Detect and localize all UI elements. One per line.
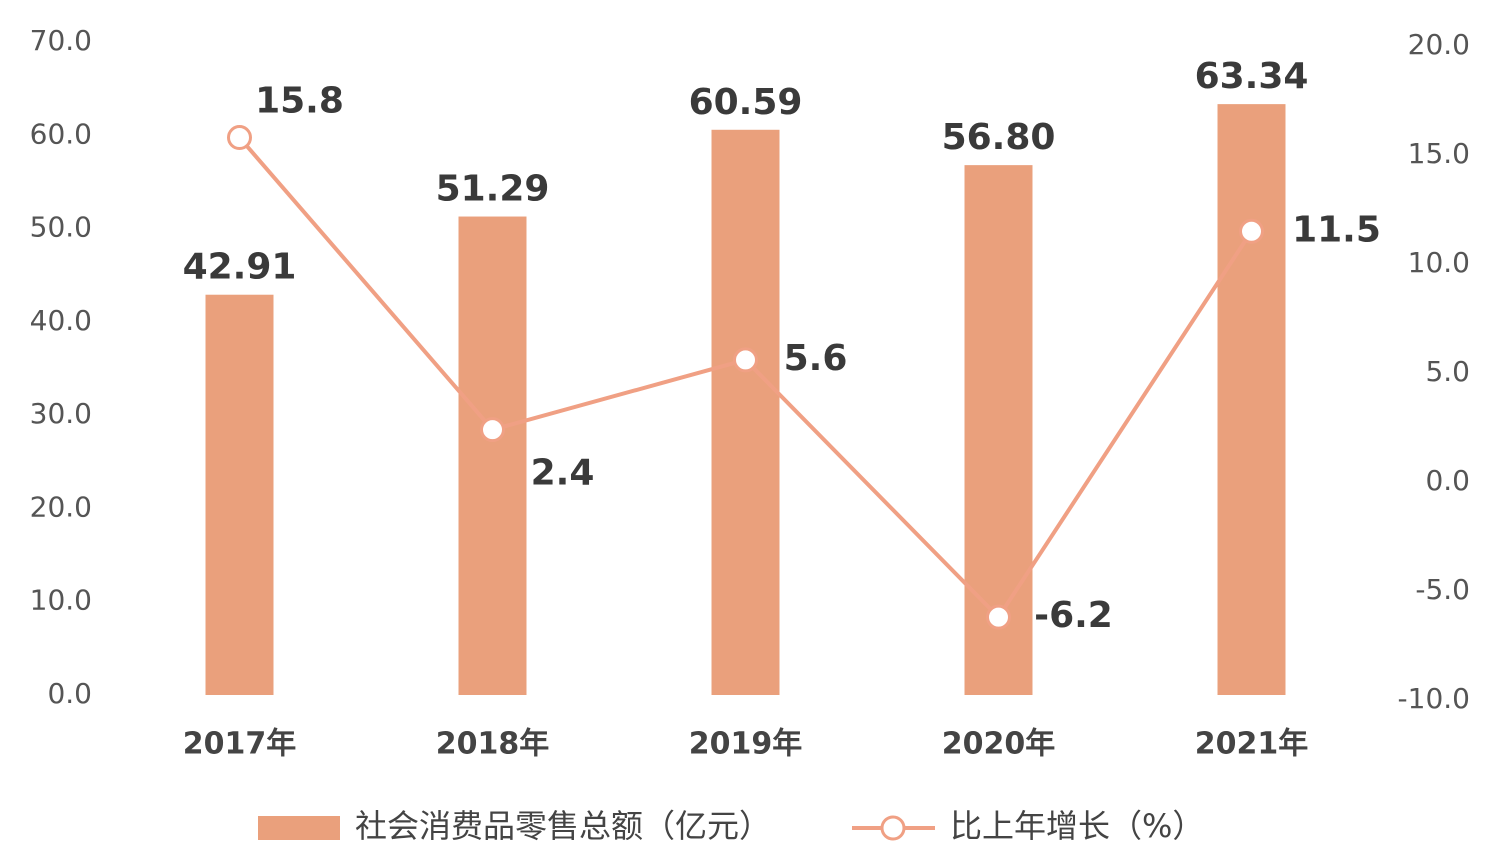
value-label: 5.6 <box>784 338 848 379</box>
value-label: 56.80 <box>942 117 1056 158</box>
line-point <box>733 347 758 373</box>
y-tick-label: 70.0 <box>30 24 92 57</box>
x-tick-label: 2018年 <box>436 727 550 762</box>
value-label: 11.5 <box>1292 209 1381 250</box>
x-tick-label: 2019年 <box>689 727 803 762</box>
y2-tick-label: 15.0 <box>1408 137 1470 170</box>
line-point <box>227 125 252 151</box>
y-tick-label: 60.0 <box>30 117 92 150</box>
y-tick-label: 0.0 <box>47 677 92 710</box>
bar <box>205 294 274 695</box>
y2-tick-label: 20.0 <box>1408 28 1470 61</box>
value-label: 2.4 <box>531 453 595 494</box>
value-label: 15.8 <box>255 81 344 122</box>
bar <box>711 129 780 695</box>
legend-swatch <box>258 816 340 840</box>
line-point <box>986 604 1011 630</box>
legend-label: 社会消费品零售总额（亿元） <box>355 807 771 845</box>
bar <box>458 216 527 695</box>
value-label: 60.59 <box>689 82 803 123</box>
y2-tick-label: -5.0 <box>1415 573 1470 606</box>
x-tick-label: 2021年 <box>1195 727 1309 762</box>
y-tick-label: 20.0 <box>30 490 92 523</box>
value-label: -6.2 <box>1034 595 1113 636</box>
y2-tick-label: 5.0 <box>1425 355 1470 388</box>
value-label: 51.29 <box>436 169 550 210</box>
line-point <box>1239 218 1264 244</box>
y-tick-label: 50.0 <box>30 211 92 244</box>
y2-tick-label: -10.0 <box>1398 682 1470 715</box>
y-tick-label: 30.0 <box>30 397 92 430</box>
line-point <box>480 417 505 443</box>
legend-swatch <box>880 815 906 841</box>
legend-label: 比上年增长（%） <box>950 807 1204 845</box>
y-tick-label: 10.0 <box>30 584 92 617</box>
value-label: 63.34 <box>1195 56 1309 97</box>
value-label: 42.91 <box>183 247 297 288</box>
y2-tick-label: 0.0 <box>1425 464 1470 497</box>
x-tick-label: 2020年 <box>942 727 1056 762</box>
x-tick-label: 2017年 <box>183 727 297 762</box>
y-tick-label: 40.0 <box>30 304 92 337</box>
y2-tick-label: 10.0 <box>1408 246 1470 279</box>
bar <box>1217 104 1286 695</box>
